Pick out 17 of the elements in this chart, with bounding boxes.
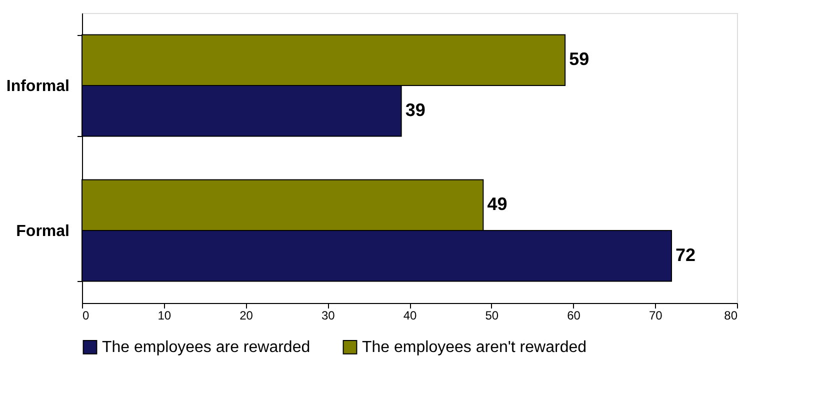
legend-label: The employees aren't rewarded	[362, 339, 587, 356]
x-tick-label: 50	[485, 308, 499, 322]
x-tick-label: 80	[724, 308, 738, 322]
x-tick-label: 20	[240, 308, 254, 322]
data-label: 72	[676, 244, 696, 265]
x-tick-label: 60	[567, 308, 581, 322]
x-tick-label: 70	[648, 308, 663, 322]
data-label: 49	[487, 194, 508, 214]
x-tick-label: 40	[403, 308, 417, 322]
y-tick-label: Formal	[16, 223, 70, 240]
legend-label: The employees are rewarded	[102, 339, 310, 356]
x-tick-label: 10	[158, 308, 172, 322]
x-tick-label: 30	[321, 308, 336, 322]
x-tick-label: 0	[82, 308, 90, 322]
y-tick-label: Informal	[6, 78, 70, 95]
data-label: 59	[569, 49, 590, 70]
data-label: 39	[405, 100, 426, 120]
